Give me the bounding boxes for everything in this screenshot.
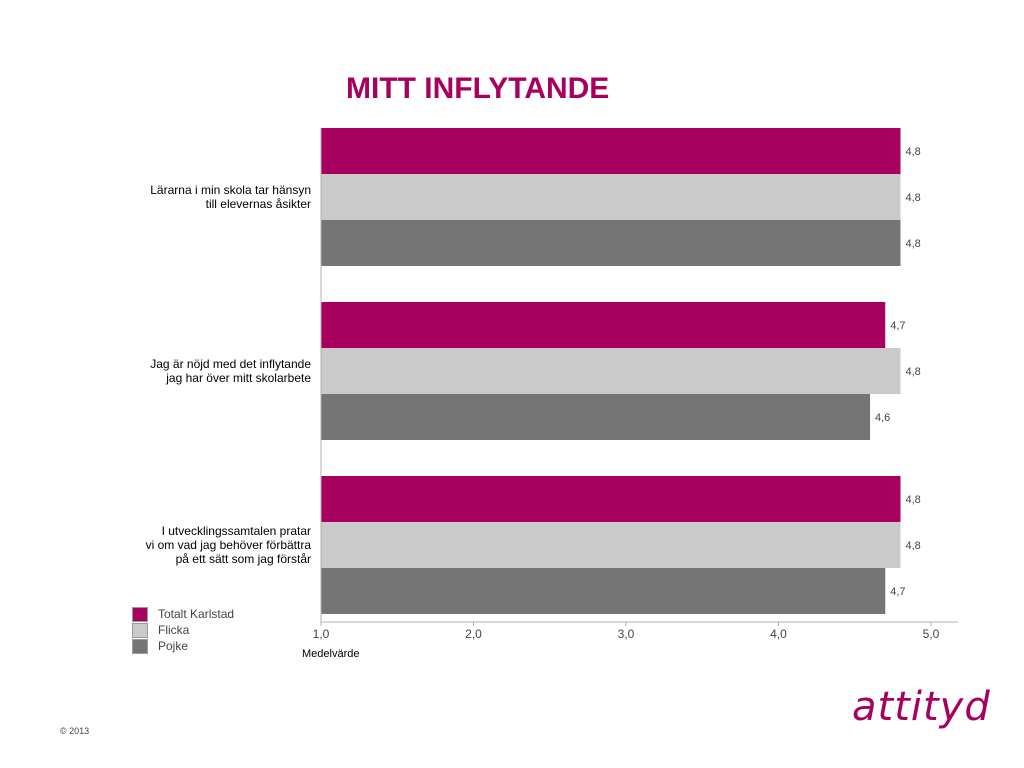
bar-1-2 xyxy=(321,174,901,220)
legend: Totalt Karlstad Flicka Pojke xyxy=(132,606,234,654)
category-label-line: vi om vad jag behöver förbättra xyxy=(145,538,311,552)
x-tick-label: 2,0 xyxy=(465,627,482,641)
x-tick-label: 4,0 xyxy=(770,627,787,641)
bar-2-1 xyxy=(321,302,886,348)
legend-swatch xyxy=(132,606,148,622)
category-label-line: Lärarna i min skola tar hänsyn xyxy=(150,183,311,197)
legend-label: Flicka xyxy=(158,623,190,637)
chart-title: MITT INFLYTANDE xyxy=(346,72,610,105)
legend-item: Flicka xyxy=(132,622,234,638)
value-label: 4,7 xyxy=(890,320,905,332)
attityd-logo: attityd xyxy=(852,684,991,730)
value-label: 4,6 xyxy=(875,412,890,424)
legend-swatch xyxy=(132,638,148,654)
value-label: 4,8 xyxy=(906,192,921,204)
category-label-line: på ett sätt som jag förstår xyxy=(175,552,311,566)
category-label: I utvecklingssamtalen pratar vi om vad ja… xyxy=(91,524,311,566)
value-label: 4,8 xyxy=(906,366,921,378)
bar-3-3 xyxy=(321,568,886,614)
value-label: 4,8 xyxy=(906,146,921,158)
x-tick-label: 5,0 xyxy=(923,627,940,641)
x-tick-label: 3,0 xyxy=(618,627,635,641)
category-label: Jag är nöjd med det inflytande jag har öv… xyxy=(91,357,311,385)
legend-label: Totalt Karlstad xyxy=(158,607,235,621)
x-tick-label: 1,0 xyxy=(313,627,330,641)
category-label-line: till elevernas åsikter xyxy=(205,197,311,211)
category-label-line: I utvecklingssamtalen pratar xyxy=(161,524,311,538)
legend-item: Totalt Karlstad xyxy=(132,606,234,622)
value-label: 4,7 xyxy=(890,586,905,598)
value-label: 4,8 xyxy=(906,494,921,506)
value-label: 4,8 xyxy=(906,540,921,552)
category-label: Lärarna i min skola tar hänsyn till eleve… xyxy=(91,183,311,211)
bar-3-1 xyxy=(321,476,901,522)
legend-label: Pojke xyxy=(158,639,189,653)
category-label-line: jag har över mitt skolarbete xyxy=(166,371,311,385)
value-label: 4,8 xyxy=(906,238,921,250)
bar-3-2 xyxy=(321,522,901,568)
legend-item: Pojke xyxy=(132,638,234,654)
category-label-line: Jag är nöjd med det inflytande xyxy=(150,357,311,371)
bar-1-1 xyxy=(321,128,901,174)
copyright-text: © 2013 xyxy=(60,726,90,736)
bar-1-3 xyxy=(321,220,901,266)
legend-swatch xyxy=(132,622,148,638)
x-axis-title: Medelvärde xyxy=(302,648,359,660)
bar-2-2 xyxy=(321,348,901,394)
bar-2-3 xyxy=(321,394,870,440)
